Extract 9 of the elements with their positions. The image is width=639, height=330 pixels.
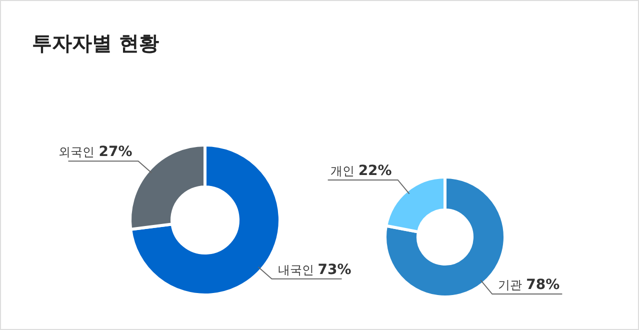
data-label: 22% <box>358 162 392 179</box>
slice-label: 외국인 <box>58 145 95 160</box>
data-label: 73% <box>318 262 352 278</box>
slice-label: 개인 <box>330 164 354 178</box>
slice-label: 내국인 <box>278 262 314 277</box>
chart-title: 투자자별 현황 <box>32 31 159 55</box>
data-label: 27% <box>98 144 132 160</box>
data-label: 78% <box>526 277 560 294</box>
slice-label: 기관 <box>498 278 522 292</box>
